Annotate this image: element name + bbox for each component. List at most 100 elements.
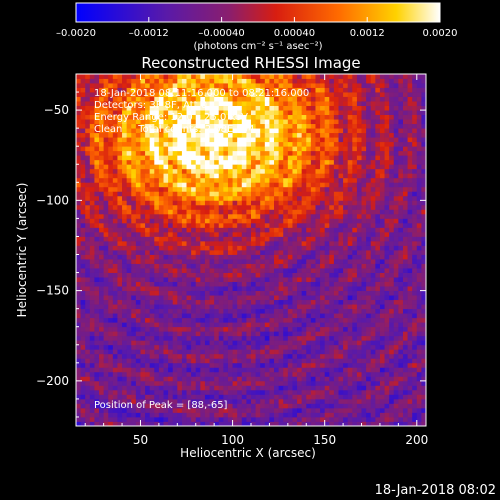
heatmap-cell	[264, 344, 270, 350]
heatmap-cell	[274, 227, 280, 233]
heatmap-cell	[366, 304, 372, 310]
heatmap-cell	[103, 403, 109, 409]
heatmap-cell	[85, 87, 91, 93]
heatmap-cell	[89, 326, 95, 332]
heatmap-cell	[117, 416, 123, 422]
heatmap-cell	[315, 101, 321, 106]
heatmap-cell	[269, 371, 275, 377]
heatmap-cell	[140, 132, 146, 138]
heatmap-cell	[168, 177, 174, 183]
heatmap-cell	[343, 92, 349, 97]
heatmap-cell	[223, 322, 229, 328]
heatmap-cell	[315, 394, 321, 400]
heatmap-cell	[297, 349, 303, 355]
heatmap-cell	[85, 209, 91, 215]
heatmap-cell	[278, 114, 284, 120]
heatmap-cell	[264, 367, 270, 373]
heatmap-cell	[108, 213, 114, 219]
heatmap-cell	[117, 155, 123, 161]
heatmap-cell	[94, 335, 100, 341]
heatmap-cell	[209, 412, 215, 418]
heatmap-cell	[301, 308, 307, 314]
heatmap-cell	[117, 78, 123, 84]
heatmap-cell	[320, 132, 326, 138]
heatmap-cell	[237, 96, 243, 102]
heatmap-cell	[315, 376, 321, 382]
heatmap-cell	[145, 213, 151, 219]
heatmap-cell	[310, 250, 316, 255]
heatmap-cell	[168, 105, 174, 111]
heatmap-cell	[80, 340, 86, 346]
heatmap-cell	[352, 150, 358, 156]
heatmap-cell	[117, 299, 123, 305]
heatmap-cell	[251, 164, 257, 170]
heatmap-cell	[324, 209, 330, 215]
heatmap-cell	[292, 146, 298, 152]
heatmap-cell	[366, 173, 372, 179]
heatmap-cell	[108, 371, 114, 377]
heatmap-cell	[103, 416, 109, 422]
heatmap-cell	[306, 376, 312, 382]
heatmap-cell	[269, 304, 275, 310]
heatmap-cell	[361, 394, 367, 400]
heatmap-cell	[172, 421, 178, 426]
heatmap-cell	[278, 119, 284, 125]
heatmap-cell	[154, 245, 160, 251]
heatmap-cell	[301, 313, 307, 319]
heatmap-cell	[278, 105, 284, 111]
heatmap-cell	[177, 114, 183, 120]
heatmap-cell	[315, 191, 321, 197]
heatmap-cell	[306, 331, 312, 337]
heatmap-cell	[274, 367, 280, 373]
heatmap-cell	[333, 123, 339, 129]
heatmap-cell	[168, 340, 174, 346]
heatmap-cell	[292, 200, 298, 206]
heatmap-cell	[145, 358, 151, 364]
heatmap-cell	[126, 376, 132, 382]
heatmap-cell	[269, 128, 275, 134]
heatmap-cell	[347, 389, 353, 395]
heatmap-cell	[112, 191, 118, 197]
heatmap-cell	[89, 137, 95, 143]
heatmap-cell	[99, 394, 105, 400]
heatmap-cell	[99, 87, 105, 93]
heatmap-cell	[324, 101, 330, 106]
heatmap-cell	[214, 272, 220, 278]
heatmap-cell	[324, 268, 330, 273]
heatmap-cell	[338, 322, 344, 328]
heatmap-cell	[329, 105, 335, 111]
heatmap-cell	[347, 222, 353, 228]
heatmap-cell	[366, 344, 372, 350]
heatmap-cell	[232, 218, 238, 224]
heatmap-cell	[338, 263, 344, 269]
heatmap-cell	[103, 362, 109, 368]
heatmap-cell	[85, 168, 91, 174]
heatmap-cell	[195, 150, 201, 156]
heatmap-cell	[191, 277, 197, 282]
heatmap-cell	[117, 367, 123, 373]
heatmap-cell	[356, 200, 362, 206]
heatmap-cell	[108, 78, 114, 84]
heatmap-cell	[333, 218, 339, 224]
heatmap-cell	[200, 74, 206, 79]
heatmap-cell	[99, 123, 105, 129]
heatmap-cell	[218, 272, 224, 278]
heatmap-cell	[140, 191, 146, 197]
heatmap-cell	[333, 92, 339, 97]
heatmap-cell	[241, 92, 247, 97]
heatmap-cell	[283, 299, 289, 305]
heatmap-cell	[292, 191, 298, 197]
heatmap-cell	[204, 195, 210, 201]
heatmap-cell	[191, 259, 197, 264]
heatmap-cell	[251, 250, 257, 255]
heatmap-cell	[149, 277, 155, 282]
heatmap-cell	[227, 173, 233, 179]
heatmap-cell	[181, 322, 187, 328]
heatmap-cell	[117, 150, 123, 156]
heatmap-cell	[232, 227, 238, 233]
heatmap-cell	[356, 164, 362, 170]
heatmap-cell	[333, 222, 339, 228]
heatmap-cell	[333, 362, 339, 368]
heatmap-cell	[186, 222, 192, 228]
heatmap-cell	[260, 213, 266, 219]
